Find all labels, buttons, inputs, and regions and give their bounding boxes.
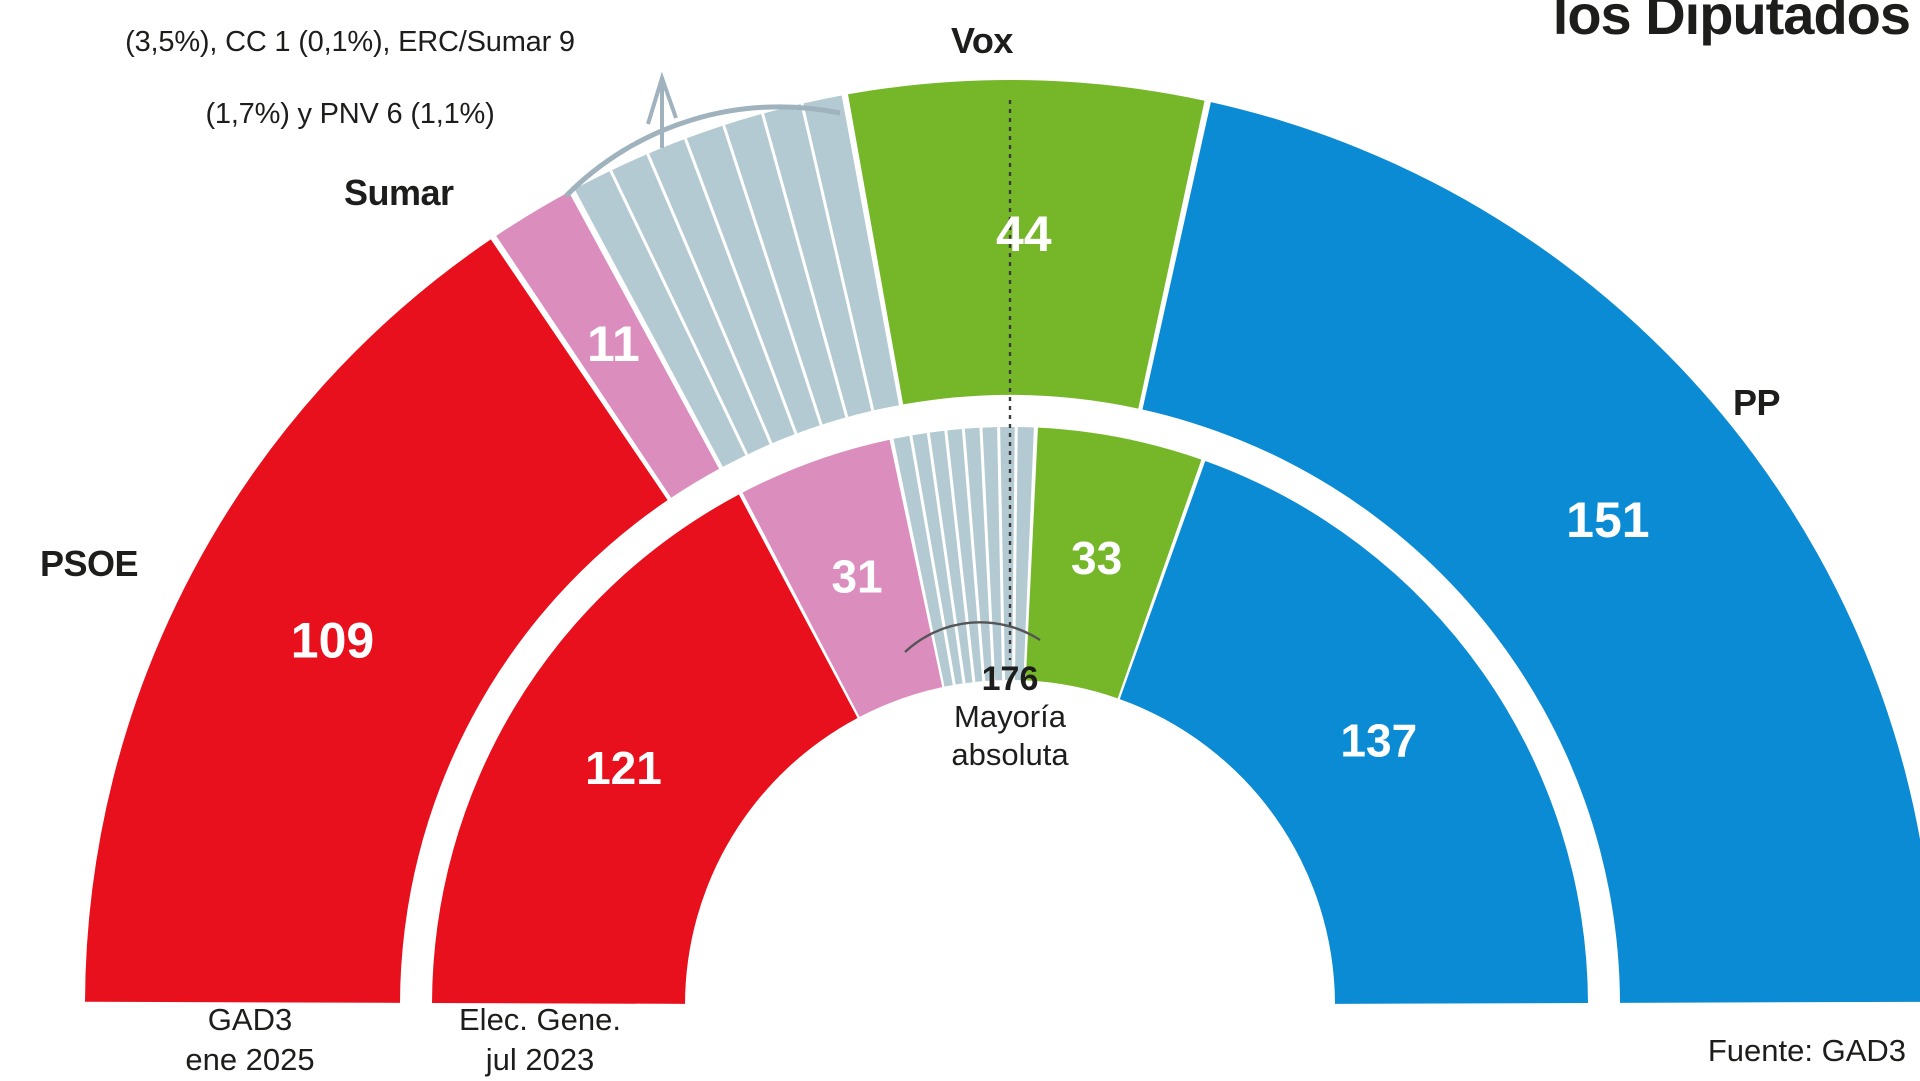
party-label-sumar: Sumar <box>344 172 454 213</box>
page-title: los Diputados <box>1552 0 1911 46</box>
source-note: Fuente: GAD3 <box>1707 1033 1906 1068</box>
majority-caption-1: Mayoría <box>954 699 1066 734</box>
otros-separator <box>944 430 976 683</box>
arc-segment-otros-outer[interactable] <box>574 95 899 467</box>
hemicycle-arcs <box>85 80 1920 1004</box>
arc-segment-vox-outer[interactable] <box>848 80 1205 409</box>
arc-segment-sumar-inner[interactable] <box>742 439 943 717</box>
ring-caption-outer: GAD3 ene 2025 <box>185 1002 315 1077</box>
otros-separator <box>926 432 966 684</box>
arc-segment-sumar-outer[interactable] <box>496 191 720 498</box>
arc-segment-psoe-inner[interactable] <box>432 494 858 1004</box>
arc-segment-psoe-outer[interactable] <box>85 239 668 1003</box>
otros-separator <box>800 103 875 411</box>
majority-divider <box>904 100 1041 660</box>
header-note: (3,5%), CC 1 (0,1%), ERC/Sumar 9 (1,7%) … <box>0 0 700 132</box>
majority-caption-2: absoluta <box>951 737 1069 772</box>
sumar-pointer-arrow <box>564 71 841 198</box>
header-note-line2: (1,7%) y PNV 6 (1,1%) <box>205 98 495 130</box>
arc-value-sumar-outer: 11 <box>587 316 640 372</box>
arc-value-psoe-outer: 109 <box>291 613 374 669</box>
otros-separator <box>961 428 986 682</box>
arc-value-pp-outer: 151 <box>1566 492 1649 548</box>
party-label-pp: PP <box>1733 382 1781 423</box>
otros-separator <box>997 427 1006 681</box>
arc-value-psoe-inner: 121 <box>585 742 662 794</box>
arc-value-vox-outer: 44 <box>996 206 1052 262</box>
otros-separator <box>909 435 956 686</box>
majority-marker: 176 Mayoría absoluta <box>880 660 1140 774</box>
header-note-line1: (3,5%), CC 1 (0,1%), ERC/Sumar 9 <box>125 26 575 58</box>
arc-segment-pp-inner[interactable] <box>1119 460 1588 1004</box>
otros-separator <box>646 153 773 445</box>
otros-separator <box>609 169 749 456</box>
majority-value: 176 <box>981 660 1039 698</box>
ring-caption-inner: Elec. Gene. jul 2023 <box>459 1002 621 1077</box>
arc-value-vox-inner: 33 <box>1071 532 1122 584</box>
arc-value-pp-inner: 137 <box>1340 715 1417 767</box>
otros-separator <box>722 124 823 426</box>
otros-separator <box>684 138 798 435</box>
party-label-psoe: PSOE <box>40 543 139 584</box>
arc-value-labels: 109 11 44 151 121 31 33 137 <box>291 206 1650 794</box>
otros-separator <box>1012 427 1018 681</box>
arc-segment-pp-outer[interactable] <box>1142 102 1920 1003</box>
otros-separator <box>761 113 849 418</box>
arc-value-sumar-inner: 31 <box>831 550 882 602</box>
arc-segment-vox-inner[interactable] <box>1025 427 1202 699</box>
party-label-vox: Vox <box>951 20 1013 61</box>
otros-separator <box>979 427 996 681</box>
